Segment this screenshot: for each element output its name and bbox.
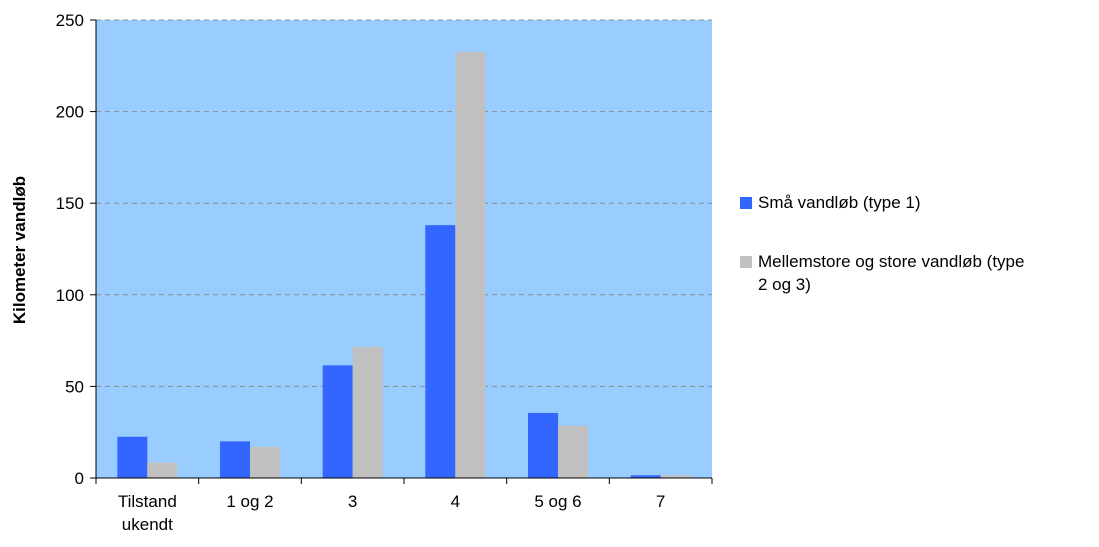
- legend-label: Mellemstore og store vandløb (type 2 og 3…: [758, 252, 1024, 294]
- y-tick-label: 50: [65, 377, 84, 396]
- series-1: [117, 225, 661, 478]
- plot-area: [96, 20, 712, 478]
- bar: [250, 446, 280, 478]
- bar: [147, 462, 178, 478]
- y-tick-label: 100: [56, 286, 84, 305]
- bar: [117, 436, 148, 478]
- x-tick-label: 3: [348, 492, 357, 511]
- bar: [352, 347, 383, 478]
- axes: [90, 19, 713, 484]
- plot-background: [96, 20, 712, 478]
- series-2: [147, 52, 691, 479]
- bar: [322, 365, 353, 478]
- legend-label: Små vandløb (type 1): [758, 193, 921, 212]
- y-tick-label: 250: [56, 11, 84, 30]
- x-tick-label: 1 og 2: [226, 492, 273, 511]
- gridlines: [96, 19, 712, 387]
- y-tick-labels: 0 50 100 150 200 250: [56, 11, 84, 488]
- bar: [425, 225, 456, 478]
- x-tick-label: 4: [451, 492, 460, 511]
- bar: [455, 52, 486, 479]
- bars: [117, 52, 691, 479]
- x-tick-label: Tilstand ukendt: [118, 492, 177, 534]
- bar: [528, 412, 558, 478]
- bar: [660, 475, 691, 478]
- bar: [558, 425, 588, 478]
- legend-item: Små vandløb (type 1): [740, 193, 921, 212]
- x-tick-label: 7: [656, 492, 665, 511]
- legend-item: Mellemstore og store vandløb (type 2 og 3…: [740, 252, 1024, 294]
- x-tick-label: 5 og 6: [534, 492, 581, 511]
- y-tick-label: 200: [56, 103, 84, 122]
- x-tick-labels: Tilstand ukendt 1 og 2 3 4 5 og 6 7: [118, 492, 666, 534]
- legend: Små vandløb (type 1) Mellemstore og store…: [740, 193, 1024, 294]
- legend-swatch: [740, 256, 752, 268]
- y-tick-label: 0: [75, 469, 84, 488]
- legend-swatch: [740, 197, 752, 209]
- bar: [630, 475, 661, 478]
- bar: [220, 441, 250, 478]
- y-axis-title: Kilometer vandløb: [10, 176, 29, 324]
- y-tick-label: 150: [56, 194, 84, 213]
